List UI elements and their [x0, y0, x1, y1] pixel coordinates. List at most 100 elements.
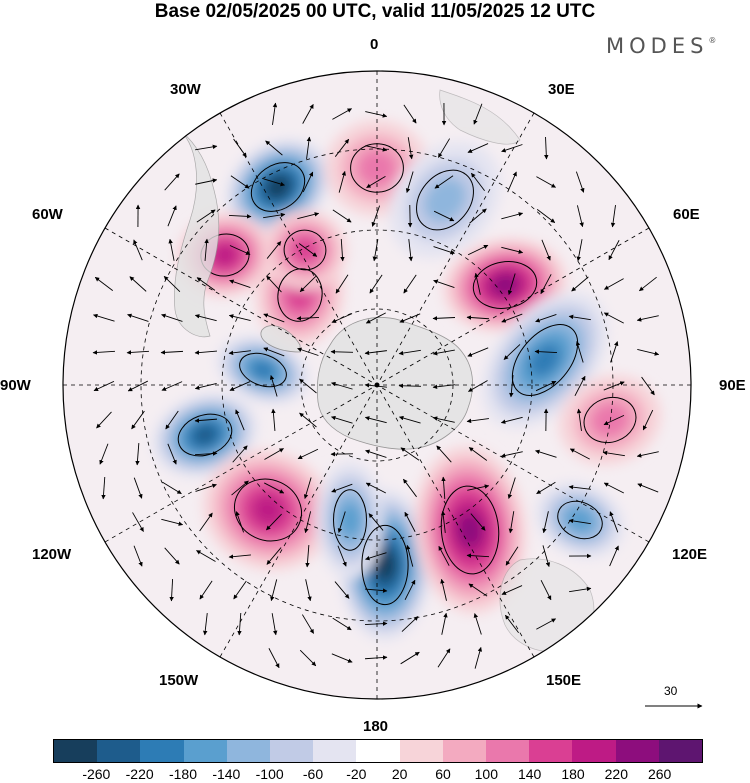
colorbar-swatch: [529, 740, 573, 762]
colorbar-tick-label: 180: [561, 766, 585, 782]
parallel-outer: [140, 148, 614, 622]
lon-label-120e: 120E: [672, 546, 708, 563]
wind-vector: [364, 416, 387, 424]
wind-vector: [133, 239, 143, 261]
wind-vector: [368, 513, 384, 531]
wind-vector: [466, 553, 490, 558]
wind-vector: [93, 380, 115, 392]
wind-vector: [535, 449, 557, 458]
wind-vector: [501, 212, 524, 220]
colorbar-swatch: [313, 740, 357, 762]
wind-vector: [268, 648, 280, 669]
wind-vector: [263, 212, 286, 219]
wind-vector: [161, 381, 183, 391]
wind-vector: [503, 344, 521, 360]
wind-vector: [434, 175, 454, 189]
colorbar-swatch: [572, 740, 616, 762]
wind-vector: [473, 613, 482, 635]
colorbar-swatch: [442, 740, 487, 762]
wind-vector: [129, 276, 147, 292]
wind-vector: [536, 481, 556, 495]
wind-vector: [441, 476, 446, 500]
wind-vector: [535, 313, 557, 323]
colorbar-tick-label: -180: [168, 766, 198, 782]
wind-vector: [468, 447, 488, 461]
wind-vector: [230, 175, 250, 189]
wind-vector: [297, 347, 319, 356]
wind-vector: [204, 238, 209, 261]
wind-vector: [302, 171, 314, 193]
low-anomaly-contour: [375, 550, 395, 580]
colorbar-swatch: [140, 740, 184, 762]
wind-vector: [331, 381, 353, 390]
wind-vector: [228, 214, 252, 219]
wind-vector: [467, 347, 489, 357]
wind-vector: [169, 578, 174, 602]
wind-vector: [637, 349, 660, 356]
anomaly-field: [152, 120, 662, 641]
contour-line: [361, 524, 409, 606]
wind-vector: [93, 313, 115, 322]
colorbar-swatch: [658, 740, 703, 762]
wind-vector: [405, 171, 414, 193]
wind-vector: [440, 578, 447, 601]
wind-vector: [127, 313, 149, 322]
wind-vector: [364, 350, 387, 356]
wind-vector: [266, 547, 282, 565]
wind-vector: [271, 613, 278, 636]
wind-vector: [331, 653, 353, 663]
wind-vector: [228, 350, 251, 356]
wind-vector: [536, 618, 557, 630]
wind-vector: [231, 480, 249, 496]
wind-vector: [160, 350, 184, 355]
wind-vector: [194, 350, 218, 355]
wind-vector: [266, 241, 282, 259]
wind-vector: [369, 274, 383, 294]
parallel-mid: [221, 229, 533, 541]
wind-vector: [332, 108, 352, 120]
wind-vector: [509, 375, 514, 398]
wind-vector: [466, 418, 489, 424]
wind-vector: [433, 246, 455, 255]
wind-vector: [271, 408, 276, 431]
wind-vector: [164, 547, 180, 565]
wind-vector: [507, 171, 517, 193]
wind-vector: [335, 274, 349, 294]
wind-vector: [366, 175, 386, 189]
wind-vector: [202, 613, 208, 636]
wind-vector: [229, 245, 251, 255]
reference-vector-label: 30: [664, 684, 678, 698]
colorbar-tick-label: -220: [125, 766, 154, 782]
wind-vector: [99, 443, 109, 465]
wind-vector: [228, 314, 251, 322]
wind-vector: [365, 145, 388, 152]
low-anomaly-contour: [338, 502, 362, 538]
wind-vector: [269, 375, 278, 397]
colorbar-tick-label: 20: [391, 766, 408, 782]
wind-vector: [332, 617, 352, 631]
wind-vector: [433, 210, 455, 222]
wind-vector: [196, 209, 216, 223]
contour-line: [333, 489, 367, 551]
wind-vector: [568, 314, 591, 321]
wind-vector: [467, 244, 489, 256]
wind-vector: [608, 240, 620, 261]
colorbar-tick-label: 60: [435, 766, 451, 782]
wind-vector: [229, 381, 251, 391]
wind-vector: [101, 476, 106, 500]
wind-vector: [364, 621, 388, 626]
wind-vector: [195, 144, 218, 151]
south-pole-dot: [374, 382, 380, 388]
contour-line: [511, 324, 579, 396]
colorbar-tick-label: -260: [82, 766, 111, 782]
wind-vector: [331, 483, 353, 493]
wind-vector: [168, 238, 175, 261]
wind-vector: [432, 316, 456, 321]
wind-vector: [92, 350, 116, 355]
wind-vector: [470, 513, 486, 531]
wind-vector: [194, 314, 217, 322]
colorbar-swatch: [486, 740, 530, 762]
wind-vector: [574, 375, 586, 396]
wind-vector: [263, 178, 285, 187]
wind-vector: [603, 482, 625, 494]
